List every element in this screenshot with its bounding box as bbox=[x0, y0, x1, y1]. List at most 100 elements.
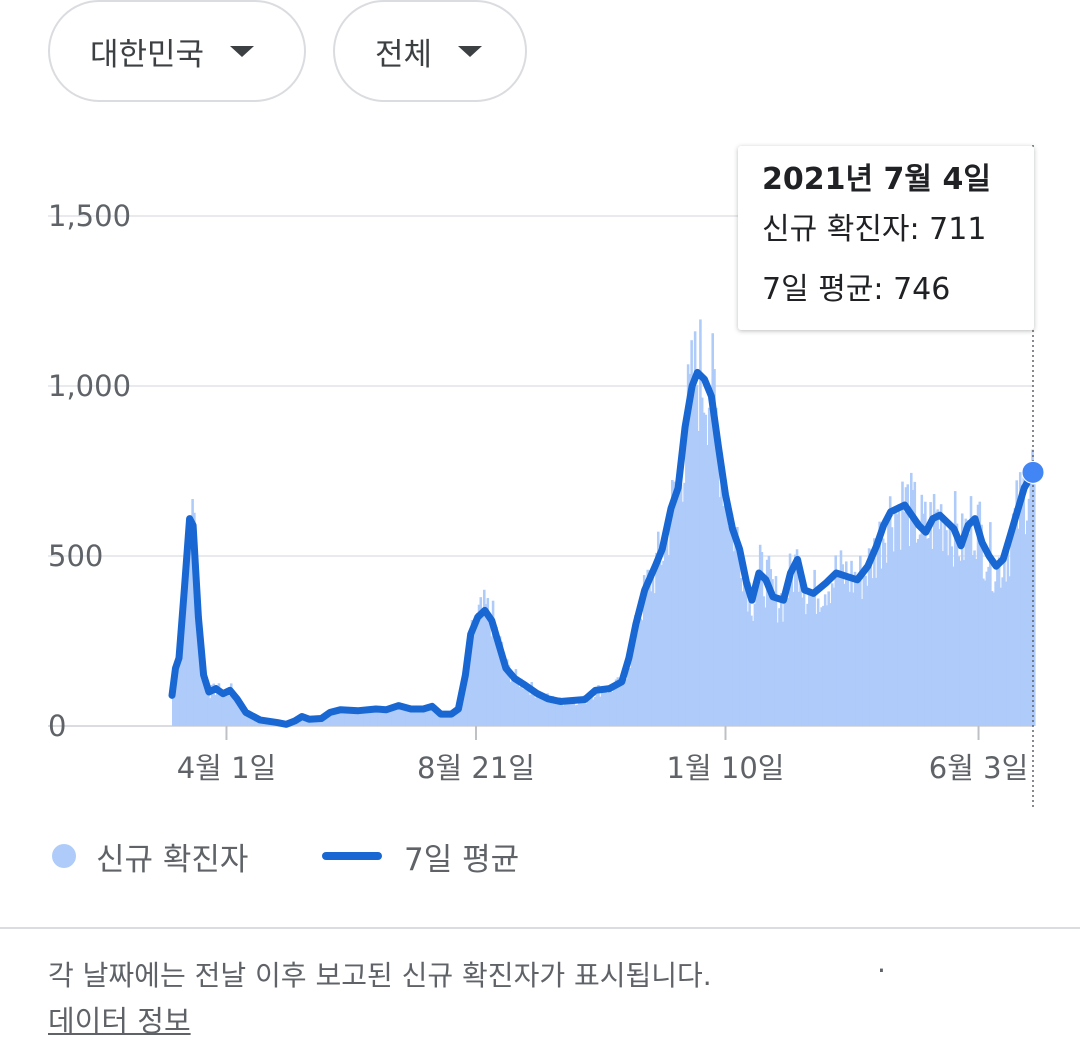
new-cases-bar bbox=[548, 697, 551, 726]
new-cases-bar bbox=[1006, 547, 1010, 726]
region-filter-chip[interactable]: 대한민국 bbox=[48, 0, 306, 102]
new-cases-bar bbox=[370, 712, 374, 726]
new-cases-bar bbox=[932, 494, 936, 726]
new-cases-bar bbox=[519, 678, 523, 726]
x-tick-label: 4월 1일 bbox=[177, 751, 276, 785]
new-cases-bar bbox=[873, 538, 876, 726]
new-cases-bar bbox=[377, 706, 381, 726]
new-cases-bar bbox=[491, 600, 495, 726]
new-cases-bar bbox=[929, 502, 932, 726]
new-cases-bar bbox=[836, 575, 839, 726]
new-cases-bar bbox=[247, 711, 251, 726]
new-cases-bar bbox=[426, 706, 430, 726]
new-cases-bar bbox=[300, 716, 303, 726]
new-cases-bar bbox=[449, 713, 453, 726]
new-cases-bar bbox=[465, 671, 468, 726]
new-cases-bar bbox=[802, 592, 806, 726]
new-cases-bar bbox=[1025, 520, 1029, 726]
cases-chart[interactable]: 0 500 1,000 1,500 4월 1일 8월 21일 1월 10일 6월 3일 bbox=[0, 130, 1080, 820]
new-cases-bar bbox=[725, 512, 729, 726]
new-cases-bar bbox=[792, 591, 795, 726]
new-cases-bar bbox=[720, 463, 723, 726]
new-cases-bar bbox=[649, 591, 653, 726]
new-cases-bar bbox=[418, 709, 421, 726]
new-cases-bar bbox=[628, 667, 632, 726]
new-cases-bar bbox=[479, 597, 483, 726]
new-cases-bar bbox=[224, 690, 228, 726]
scope-filter-chip[interactable]: 전체 bbox=[333, 0, 527, 102]
new-cases-bar bbox=[514, 669, 518, 726]
new-cases-bar bbox=[857, 582, 860, 726]
new-cases-bar bbox=[398, 708, 402, 726]
new-cases-bar bbox=[493, 624, 497, 726]
footnote-separator: · bbox=[877, 954, 886, 987]
new-cases-bar bbox=[686, 364, 690, 726]
new-cases-bar bbox=[1022, 474, 1026, 726]
new-cases-bar bbox=[186, 560, 189, 726]
new-cases-bar bbox=[184, 569, 187, 726]
new-cases-bar bbox=[999, 587, 1003, 726]
new-cases-bar bbox=[887, 522, 890, 726]
new-cases-bar bbox=[512, 677, 516, 726]
new-cases-bar bbox=[391, 708, 395, 726]
new-cases-bar bbox=[614, 679, 618, 726]
new-cases-bar bbox=[983, 580, 987, 726]
new-cases-bar bbox=[203, 673, 207, 726]
new-cases-bar bbox=[597, 685, 600, 726]
new-cases-bar bbox=[245, 714, 249, 726]
highlight-marker[interactable] bbox=[1021, 460, 1045, 484]
new-cases-bar bbox=[456, 712, 460, 726]
new-cases-bar bbox=[690, 340, 693, 726]
new-cases-bar bbox=[714, 407, 718, 726]
new-cases-bar bbox=[532, 689, 535, 726]
new-cases-bar bbox=[767, 555, 771, 726]
new-cases-bar bbox=[611, 691, 614, 726]
new-cases-bar bbox=[500, 641, 504, 726]
new-cases-bar bbox=[425, 706, 428, 726]
new-cases-bar bbox=[846, 578, 850, 726]
new-cases-bar bbox=[173, 680, 177, 726]
new-cases-bar bbox=[229, 683, 233, 726]
new-cases-bar bbox=[758, 544, 762, 726]
new-cases-bar bbox=[679, 484, 683, 726]
new-cases-bar bbox=[989, 522, 992, 726]
new-cases-bar bbox=[702, 412, 706, 726]
new-cases-bar bbox=[590, 696, 593, 726]
new-cases-bar bbox=[363, 707, 367, 726]
new-cases-bar bbox=[467, 662, 470, 726]
new-cases-bar bbox=[1027, 498, 1031, 726]
new-cases-bar bbox=[876, 549, 880, 726]
new-cases-bar bbox=[560, 700, 563, 726]
new-cases-bar bbox=[340, 709, 344, 726]
new-cases-bar bbox=[779, 593, 783, 726]
new-cases-bar bbox=[966, 520, 969, 726]
new-cases-bar bbox=[985, 571, 989, 726]
new-cases-bar bbox=[651, 568, 655, 726]
new-cases-bar bbox=[207, 691, 210, 726]
new-cases-bar bbox=[959, 560, 962, 726]
new-cases-bar bbox=[345, 710, 349, 726]
new-cases-bar bbox=[221, 693, 224, 726]
new-cases-bar bbox=[671, 480, 674, 726]
new-cases-bar bbox=[193, 512, 196, 726]
new-cases-bar bbox=[737, 544, 741, 726]
new-cases-bar bbox=[402, 710, 405, 726]
new-cases-bar bbox=[187, 548, 191, 726]
legend-item-bars: 신규 확진자 bbox=[52, 836, 248, 878]
new-cases-bar bbox=[428, 709, 432, 726]
new-cases-bar bbox=[175, 677, 179, 726]
new-cases-bar bbox=[196, 586, 200, 726]
new-cases-bar bbox=[625, 679, 628, 726]
new-cases-bar bbox=[472, 633, 476, 726]
new-cases-bar bbox=[217, 683, 221, 726]
new-cases-bar bbox=[881, 538, 885, 726]
new-cases-bar bbox=[964, 518, 968, 726]
new-cases-bar bbox=[902, 512, 906, 726]
new-cases-bar bbox=[641, 620, 644, 726]
new-cases-bar bbox=[219, 695, 222, 726]
new-cases-bar bbox=[546, 693, 549, 726]
new-cases-bar bbox=[692, 392, 695, 726]
new-cases-bar bbox=[507, 665, 511, 726]
new-cases-bar bbox=[967, 533, 971, 726]
data-info-link[interactable]: 데이터 정보 bbox=[48, 1004, 191, 1038]
